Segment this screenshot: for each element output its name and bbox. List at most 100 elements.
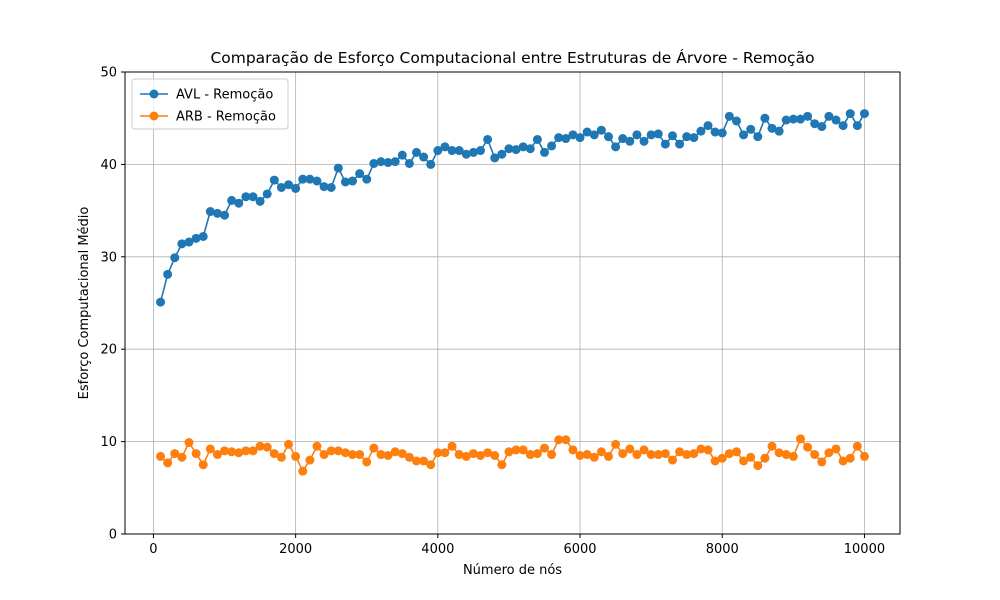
data-point <box>504 144 514 154</box>
data-point <box>468 147 478 157</box>
data-point <box>412 147 422 157</box>
data-point <box>667 455 677 465</box>
data-point <box>774 448 784 458</box>
data-point <box>276 452 286 462</box>
data-point <box>276 183 286 192</box>
data-point <box>618 449 628 459</box>
y-tick-label: 40 <box>100 158 117 173</box>
data-point <box>760 113 770 123</box>
data-point <box>369 443 379 453</box>
data-point <box>739 456 749 466</box>
legend: AVL - Remoção ARB - Remoção <box>131 78 289 130</box>
data-point <box>163 458 173 468</box>
data-point <box>589 130 599 140</box>
data-point <box>433 146 443 156</box>
data-point <box>390 447 400 457</box>
data-point <box>404 452 414 462</box>
data-point <box>191 233 201 243</box>
data-point <box>632 130 642 140</box>
data-point <box>824 111 834 121</box>
data-point <box>298 174 308 184</box>
data-point <box>241 192 251 202</box>
x-tick-label: 10000 <box>844 542 885 557</box>
data-point <box>348 176 358 186</box>
data-point <box>817 122 827 132</box>
data-point <box>611 439 621 449</box>
data-point <box>291 183 301 193</box>
y-tick-label: 30 <box>100 250 117 265</box>
data-point <box>682 132 692 142</box>
data-point <box>561 134 571 144</box>
data-point <box>547 141 557 151</box>
legend-item: AVL - Remoção <box>140 88 273 103</box>
data-point <box>397 150 407 160</box>
data-point <box>724 449 734 459</box>
data-point <box>433 448 443 458</box>
data-point <box>625 136 635 146</box>
data-point <box>390 157 400 167</box>
data-point <box>724 111 734 121</box>
chart-title: Comparação de Esforço Computacional entr… <box>210 48 814 67</box>
data-point <box>660 139 670 149</box>
series-avl <box>156 109 869 307</box>
data-point <box>383 158 393 168</box>
x-tick-label: 0 <box>149 542 157 557</box>
data-point <box>824 448 834 458</box>
data-point <box>838 456 848 466</box>
legend-box <box>131 78 289 130</box>
data-point <box>696 444 706 454</box>
data-point <box>333 446 343 456</box>
data-point <box>362 174 372 184</box>
data-point <box>746 124 756 134</box>
data-point <box>198 231 208 241</box>
data-point <box>326 446 336 456</box>
data-point <box>803 111 813 121</box>
data-point <box>156 451 166 461</box>
data-point <box>241 446 251 456</box>
data-point <box>746 452 756 462</box>
data-point <box>234 198 244 208</box>
data-point <box>476 146 486 156</box>
data-point <box>575 133 585 143</box>
data-point <box>696 126 706 136</box>
data-point <box>639 445 649 455</box>
data-point <box>689 449 699 459</box>
data-point <box>859 451 869 461</box>
data-point <box>348 450 358 460</box>
data-point <box>305 455 315 465</box>
data-point <box>554 133 564 143</box>
data-point <box>518 445 528 455</box>
data-point <box>340 177 350 187</box>
data-point <box>710 127 720 137</box>
data-point <box>667 131 677 141</box>
data-point <box>177 452 187 462</box>
data-point <box>689 133 699 143</box>
data-point <box>682 450 692 460</box>
data-point <box>518 142 528 152</box>
data-point <box>753 461 763 471</box>
legend-label: AVL - Remoção <box>176 88 273 103</box>
data-point <box>532 449 542 459</box>
data-point <box>639 136 649 146</box>
y-tick-label: 50 <box>100 66 117 81</box>
data-point <box>440 448 450 458</box>
data-point <box>803 442 813 452</box>
data-point <box>447 146 457 156</box>
data-point <box>191 449 201 459</box>
data-point <box>561 435 571 445</box>
data-point <box>490 450 500 460</box>
data-point <box>198 460 208 470</box>
data-point <box>376 157 386 167</box>
data-point <box>419 152 429 162</box>
data-point <box>476 450 486 460</box>
data-point <box>603 451 613 461</box>
data-point <box>710 456 720 466</box>
data-point <box>539 147 549 157</box>
data-point <box>454 146 464 156</box>
data-point <box>333 163 343 173</box>
data-point <box>717 453 727 463</box>
x-tick-label: 6000 <box>563 542 596 557</box>
data-point <box>355 169 365 179</box>
data-point <box>810 119 820 129</box>
data-point <box>845 453 855 463</box>
